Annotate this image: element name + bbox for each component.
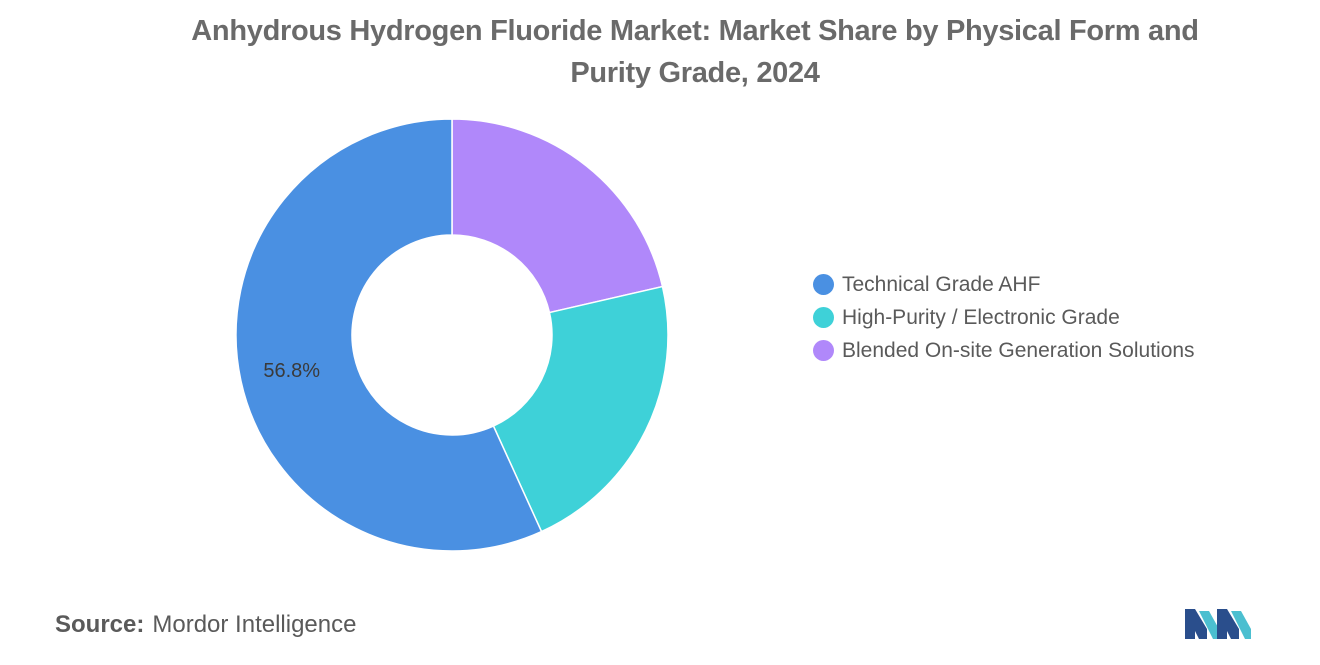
source-note: Source: Mordor Intelligence: [55, 611, 356, 639]
donut-slice-technical-grade-ahf: [235, 118, 543, 552]
legend-swatch: [813, 340, 834, 361]
donut-chart: 56.8%: [235, 118, 669, 552]
source-name: Mordor Intelligence: [152, 611, 357, 638]
mordor-intelligence-logo-icon: [1185, 609, 1251, 639]
legend-label: High-Purity / Electronic Grade: [842, 305, 1120, 329]
legend-swatch: [813, 274, 834, 295]
legend-swatch: [813, 307, 834, 328]
legend-item: Technical Grade AHF: [813, 268, 1195, 301]
legend-label: Technical Grade AHF: [842, 272, 1041, 296]
data-label: 56.8%: [263, 360, 320, 382]
chart-legend: Technical Grade AHF High-Purity / Electro…: [813, 268, 1195, 367]
legend-item: High-Purity / Electronic Grade: [813, 301, 1195, 334]
donut-slice-high-purity-electronic-grade: [492, 285, 669, 533]
source-label: Source:: [55, 611, 145, 638]
donut-slice-blended-on-site-generation-solutions: [451, 118, 664, 314]
chart-title: Anhydrous Hydrogen Fluoride Market: Mark…: [191, 15, 1199, 89]
legend-label: Blended On-site Generation Solutions: [842, 338, 1195, 362]
legend-item: Blended On-site Generation Solutions: [813, 334, 1195, 367]
